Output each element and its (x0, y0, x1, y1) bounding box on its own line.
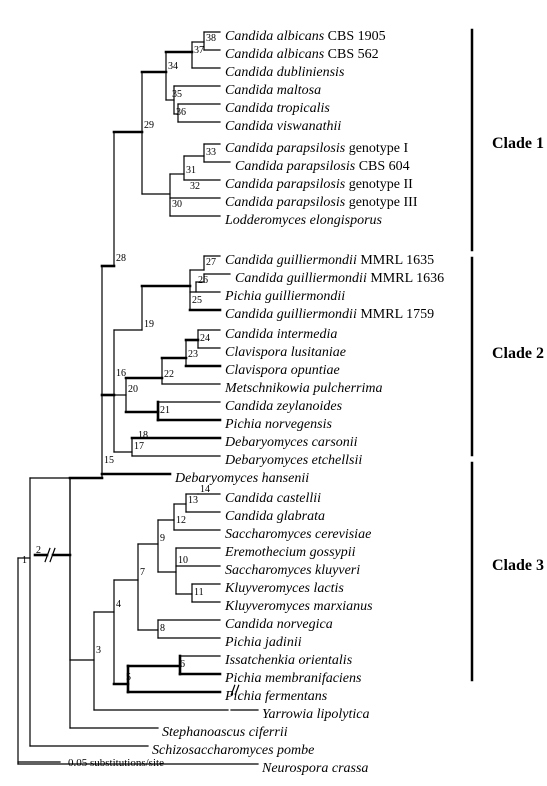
node-number: 5 (126, 672, 131, 683)
node-number: 16 (116, 368, 126, 379)
taxon-label: Candida norvegica (225, 617, 333, 632)
node-number: 27 (206, 257, 216, 268)
taxon-label: Debaryomyces etchellsii (224, 453, 362, 468)
taxon-label: Pichia jadinii (224, 635, 302, 650)
node-number: 23 (188, 349, 198, 360)
taxon-label: Candida parapsilosis CBS 604 (235, 159, 410, 174)
taxon-label: Candida parapsilosis genotype III (225, 195, 418, 210)
node-number: 33 (206, 147, 216, 158)
taxon-label: Candida parapsilosis genotype II (225, 177, 413, 192)
node-number: 30 (172, 199, 182, 210)
taxon-label: Candida parapsilosis genotype I (225, 141, 409, 156)
node-number: 35 (172, 89, 182, 100)
node-number: 1 (22, 555, 27, 566)
taxon-label: Candida albicans CBS 562 (225, 47, 379, 62)
taxon-label: Candida castellii (225, 491, 321, 506)
taxon-label: Pichia membranifaciens (224, 671, 362, 686)
taxon-label: Clavispora opuntiae (225, 363, 340, 378)
taxon-label: Saccharomyces cerevisiae (225, 527, 371, 542)
node-number: 38 (206, 33, 216, 44)
taxon-label: Metschnikowia pulcherrima (224, 381, 382, 396)
node-number: 6 (180, 659, 185, 670)
node-number: 17 (134, 441, 144, 452)
taxon-label: Issatchenkia orientalis (224, 653, 353, 668)
node-number: 21 (160, 405, 170, 416)
node-number: 14 (200, 484, 210, 495)
taxon-label: Candida intermedia (225, 327, 337, 342)
taxon-label: Clavispora lusitaniae (225, 345, 346, 360)
taxon-label: Schizosaccharomyces pombe (152, 743, 314, 758)
taxon-label: Debaryomyces hansenii (174, 471, 309, 486)
node-number: 28 (116, 253, 126, 264)
taxon-label: Candida dubliniensis (225, 65, 345, 80)
node-number: 15 (104, 455, 114, 466)
node-number: 11 (194, 587, 204, 598)
taxon-label: Eremothecium gossypii (224, 545, 356, 560)
clade-label: Clade 2 (492, 345, 544, 362)
clade-label: Clade 3 (492, 557, 544, 574)
taxon-label: Candida maltosa (225, 83, 321, 98)
node-number: 10 (178, 555, 188, 566)
node-number: 8 (160, 623, 165, 634)
taxon-label: Kluyveromyces marxianus (224, 599, 373, 614)
taxon-label: Debaryomyces carsonii (224, 435, 358, 450)
taxon-label: Pichia guilliermondii (224, 289, 345, 304)
taxon-label: Neurospora crassa (261, 761, 368, 776)
node-number: 37 (194, 45, 204, 56)
taxon-label: Candida guilliermondii MMRL 1635 (225, 253, 434, 268)
node-number: 34 (168, 61, 178, 72)
taxon-label: Candida zeylanoides (225, 399, 343, 414)
node-number: 20 (128, 384, 138, 395)
node-number: 24 (200, 333, 210, 344)
taxon-label: Pichia norvegensis (224, 417, 332, 432)
taxon-label: Stephanoascus ciferrii (162, 725, 288, 740)
node-number: 29 (144, 120, 154, 131)
phylogenetic-tree: Candida albicans CBS 1905 Candida albican… (0, 0, 547, 786)
taxon-label: Candida glabrata (225, 509, 325, 524)
taxon-label: Candida viswanathii (225, 119, 341, 134)
taxon-label: Candida guilliermondii MMRL 1636 (235, 271, 444, 286)
node-number: 12 (176, 515, 186, 526)
node-number: 7 (140, 567, 145, 578)
taxon-label: Kluyveromyces lactis (224, 581, 344, 596)
node-number: 2 (36, 545, 41, 556)
node-number: 9 (160, 533, 165, 544)
clade-label: Clade 1 (492, 135, 544, 152)
node-number: 19 (144, 319, 154, 330)
node-number: 32 (190, 181, 200, 192)
taxon-label: Candida guilliermondii MMRL 1759 (225, 307, 434, 322)
taxon-label: Yarrowia lipolytica (262, 707, 369, 722)
node-number: 3 (96, 645, 101, 656)
node-number: 13 (188, 495, 198, 506)
node-number: 22 (164, 369, 174, 380)
node-number: 26 (198, 275, 208, 286)
node-number: 31 (186, 165, 196, 176)
taxon-label: Candida albicans CBS 1905 (225, 29, 386, 44)
node-number: 18 (138, 430, 148, 441)
scale-label: 0.05 substitutions/site (68, 757, 164, 769)
node-number: 25 (192, 295, 202, 306)
node-number: 36 (176, 107, 186, 118)
taxon-label: Pichia fermentans (224, 689, 328, 704)
taxon-label: Lodderomyces elongisporus (224, 213, 383, 228)
taxon-label: Saccharomyces kluyveri (225, 563, 360, 578)
taxon-label: Candida tropicalis (225, 101, 330, 116)
node-number: 4 (116, 599, 121, 610)
